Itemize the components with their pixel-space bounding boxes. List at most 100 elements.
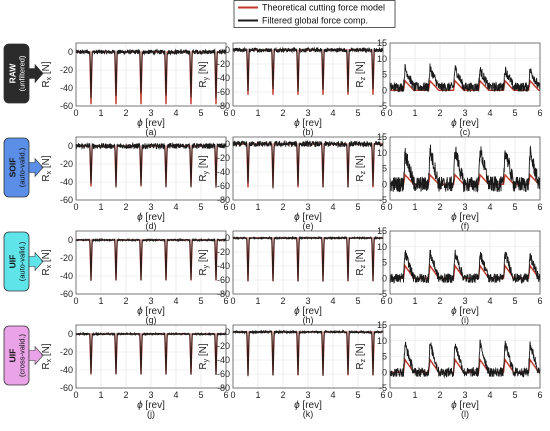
panel-label: (h) (303, 315, 314, 325)
panel-label: (i) (461, 315, 469, 325)
x-axis-label: ϕ [rev] (294, 400, 322, 411)
y-tick-label: -60 (217, 87, 230, 97)
y-tick-label: -40 (217, 261, 230, 271)
y-tick-label: -5 (379, 101, 387, 111)
x-tick-label: 5 (198, 296, 203, 306)
y-axis-label: Ry [N] (198, 155, 210, 182)
x-tick-label: 5 (512, 202, 517, 212)
x-tick-label: 5 (355, 390, 360, 400)
x-axis-label: ϕ [rev] (137, 306, 165, 317)
x-tick-label: 4 (173, 202, 178, 212)
x-tick-label: 2 (437, 202, 442, 212)
y-axis-label: Ry [N] (198, 249, 210, 276)
x-tick-label: 2 (437, 296, 442, 306)
x-tick-label: 2 (123, 296, 128, 306)
y-tick-label: -20 (60, 253, 73, 263)
x-axis-label: ϕ [rev] (451, 306, 479, 317)
y-tick-label: 5 (382, 164, 387, 174)
x-tick-label: 0 (230, 108, 235, 118)
arrow-right-icon (28, 157, 44, 178)
x-axis-label: ϕ [rev] (451, 400, 479, 411)
y-tick-label: 0 (68, 329, 73, 339)
series-line-filtered (75, 48, 227, 99)
x-tick-label: 4 (487, 390, 492, 400)
y-tick-label: -60 (60, 195, 73, 205)
row-label-3: UIF(cross-valid.) (3, 325, 44, 386)
row-label-2: UIF(auto-valid.) (3, 231, 44, 292)
panel-label: (l) (461, 409, 469, 419)
y-tick-label: -40 (60, 177, 73, 187)
x-tick-label: 3 (148, 390, 153, 400)
y-axis-label: Rz [N] (355, 61, 367, 88)
x-tick-label: 0 (73, 296, 78, 306)
x-tick-label: 5 (355, 202, 360, 212)
y-tick-label: -40 (60, 365, 73, 375)
panel-d: 0 1 2 3 4 5 6 -60 -40 -20 0 ϕ [rev] Rx [N] (d) (41, 136, 229, 231)
panel-j: 0 1 2 3 4 5 6 -60 -40 -20 0 ϕ [rev] Rx [N] (j) (41, 324, 229, 419)
y-tick-label: -20 (217, 341, 230, 351)
x-tick-label: 2 (437, 390, 442, 400)
y-axis-label: Ry [N] (198, 61, 210, 88)
y-tick-label: -80 (217, 101, 230, 111)
y-tick-label: -40 (217, 355, 230, 365)
series-line-filtered (232, 140, 384, 189)
series-line-filtered (389, 339, 541, 379)
y-tick-label: 5 (382, 70, 387, 80)
y-tick-label: -60 (217, 181, 230, 191)
y-tick-label: -20 (217, 247, 230, 257)
x-tick-label: 2 (280, 390, 285, 400)
y-tick-label: -80 (217, 195, 230, 205)
y-tick-label: 0 (225, 327, 230, 337)
x-tick-label: 4 (487, 296, 492, 306)
x-tick-label: 3 (148, 296, 153, 306)
y-axis-label: Rx [N] (41, 343, 53, 370)
row-label-text: UIF(auto-valid.) (8, 241, 27, 281)
x-tick-label: 6 (380, 390, 385, 400)
panel-label: (c) (460, 127, 471, 137)
arrow-right-icon (28, 345, 44, 366)
y-tick-label: 0 (382, 85, 387, 95)
y-tick-label: 5 (382, 258, 387, 268)
x-tick-label: 2 (123, 202, 128, 212)
x-tick-label: 6 (223, 108, 228, 118)
x-tick-label: 6 (380, 296, 385, 306)
x-axis-label: ϕ [rev] (451, 118, 479, 129)
x-tick-label: 1 (412, 296, 417, 306)
plot-frame (232, 136, 384, 201)
x-tick-label: 4 (173, 296, 178, 306)
x-tick-label: 1 (412, 202, 417, 212)
x-tick-label: 6 (223, 390, 228, 400)
y-tick-label: 10 (377, 148, 387, 158)
x-tick-label: 1 (255, 202, 260, 212)
x-tick-label: 4 (173, 108, 178, 118)
x-tick-label: 1 (98, 296, 103, 306)
x-tick-label: 5 (512, 296, 517, 306)
series-line-filtered (75, 141, 227, 188)
x-tick-label: 6 (537, 390, 542, 400)
panel-label: (a) (146, 127, 157, 137)
x-tick-label: 5 (512, 108, 517, 118)
x-tick-label: 3 (305, 296, 310, 306)
y-tick-label: -20 (217, 59, 230, 69)
plot-frame (389, 230, 541, 295)
x-tick-label: 5 (198, 390, 203, 400)
row-label-text: UIF(cross-valid.) (8, 334, 27, 377)
y-tick-label: -80 (217, 289, 230, 299)
y-tick-label: 0 (382, 273, 387, 283)
plot-frame (75, 324, 227, 389)
series-line-filtered (389, 144, 541, 193)
series-line-filtered (75, 237, 227, 281)
x-tick-label: 6 (223, 296, 228, 306)
x-tick-label: 1 (255, 390, 260, 400)
x-tick-label: 0 (230, 296, 235, 306)
x-tick-label: 1 (98, 108, 103, 118)
y-tick-label: 0 (68, 141, 73, 151)
y-tick-label: 10 (377, 336, 387, 346)
x-tick-label: 4 (487, 202, 492, 212)
x-tick-label: 1 (412, 108, 417, 118)
x-tick-label: 2 (123, 108, 128, 118)
series-line-filtered (75, 331, 227, 376)
y-tick-label: -40 (217, 73, 230, 83)
